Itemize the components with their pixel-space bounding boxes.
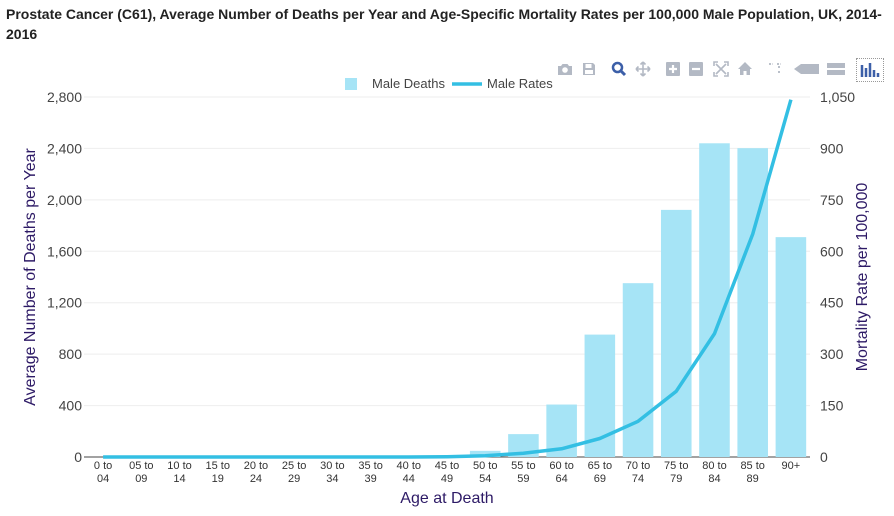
save-icon[interactable] (580, 60, 598, 78)
x-tick-label: 35 to 39 (358, 460, 382, 485)
x-tick-label: 40 to 44 (397, 460, 421, 485)
x-tick-label: 85 to 89 (740, 460, 764, 485)
left-tick-label: 800 (59, 346, 83, 362)
x-tick-label: 15 to 19 (206, 460, 230, 485)
line-series-male-rates[interactable] (103, 99, 793, 459)
left-tick-label: 1,200 (47, 295, 82, 311)
right-tick-label: 900 (820, 140, 844, 156)
bar[interactable] (699, 143, 730, 458)
x-tick-label: 30 to 34 (320, 460, 344, 485)
pan-icon[interactable] (634, 60, 652, 78)
x-tick-label: 05 to 09 (129, 460, 153, 485)
chart-title: Prostate Cancer (C61), Average Number of… (6, 6, 882, 42)
hover-compare-icon[interactable] (826, 60, 846, 78)
plotly-logo-icon[interactable] (856, 58, 884, 82)
left-tick-label: 1,600 (47, 243, 82, 259)
right-axis-ticks: 0 150 300 450 600 750 900 1,050 (820, 89, 855, 465)
left-tick-label: 2,400 (47, 140, 82, 156)
right-tick-label: 1,050 (820, 89, 855, 105)
bar[interactable] (469, 450, 501, 457)
bar[interactable] (660, 209, 692, 457)
zoom-in-icon[interactable] (664, 60, 682, 78)
left-axis-ticks: 0 400 800 1,200 1,600 2,000 2,400 2,800 (47, 89, 82, 465)
x-tick-label: 80 to 84 (702, 460, 726, 485)
legend-label-male-deaths: Male Deaths (372, 76, 445, 91)
x-tick-label: 0 to 04 (94, 460, 112, 485)
x-axis-title: Age at Death (400, 490, 493, 507)
x-tick-label: 10 to 14 (167, 460, 191, 485)
right-tick-label: 750 (820, 192, 844, 208)
x-tick-label: 20 to 24 (244, 460, 268, 485)
spike-lines-icon[interactable] (766, 60, 784, 78)
hover-closest-icon[interactable] (792, 60, 822, 78)
left-tick-label: 400 (59, 398, 83, 414)
left-tick-label: 0 (74, 449, 82, 465)
zoom-out-icon[interactable] (687, 60, 705, 78)
home-icon[interactable] (736, 60, 754, 78)
autoscale-icon[interactable] (712, 60, 730, 78)
legend-line-swatch (452, 82, 482, 86)
right-tick-label: 450 (820, 295, 844, 311)
x-tick-label: 60 to 64 (549, 460, 573, 485)
modebar (556, 58, 886, 82)
bar[interactable] (775, 237, 807, 457)
left-tick-label: 2,800 (47, 89, 82, 105)
bar-series-male-deaths[interactable] (393, 143, 807, 458)
rate-line[interactable] (103, 99, 793, 459)
right-tick-label: 150 (820, 398, 844, 414)
right-tick-label: 600 (820, 243, 844, 259)
x-tick-label: 55 to 59 (511, 460, 535, 485)
left-axis-title: Average Number of Deaths per Year (22, 148, 39, 406)
x-tick-label: 75 to 79 (664, 460, 688, 485)
bar[interactable] (622, 283, 654, 457)
left-tick-label: 2,000 (47, 192, 82, 208)
x-tick-label: 50 to 54 (473, 460, 497, 485)
right-axis-title: Mortality Rate per 100,000 (854, 183, 871, 372)
legend-bar-swatch (345, 78, 357, 90)
camera-icon[interactable] (556, 60, 574, 78)
x-tick-label: 45 to 49 (435, 460, 459, 485)
right-tick-label: 300 (820, 346, 844, 362)
legend-label-male-rates: Male Rates (487, 76, 553, 91)
right-tick-label: 0 (820, 449, 828, 465)
x-tick-label: 90+ (782, 460, 801, 472)
x-axis-ticks: 0 to 04 05 to 09 10 to 14 15 to 19 20 to 24 25 to 2… (94, 460, 800, 485)
x-tick-label: 25 to 29 (282, 460, 306, 485)
x-tick-label: 70 to 74 (626, 460, 650, 485)
x-tick-label: 65 to 69 (588, 460, 612, 485)
zoom-icon[interactable] (610, 60, 628, 78)
